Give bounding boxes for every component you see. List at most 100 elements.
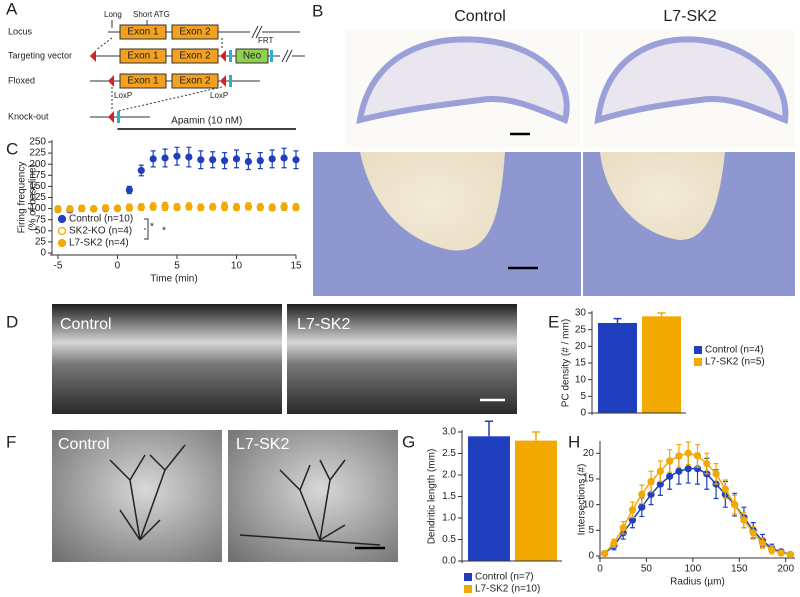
marker bbox=[647, 477, 655, 486]
label: LoxP bbox=[210, 91, 228, 100]
y-tick-label: 175 bbox=[29, 170, 46, 181]
legend-label: Control (n=7) bbox=[475, 572, 534, 583]
bar bbox=[598, 323, 637, 413]
legend-marker bbox=[57, 226, 67, 236]
y-tick-label: 2.5 bbox=[442, 448, 456, 459]
filled-cell-images: Control L7-SK2 bbox=[52, 430, 398, 562]
marker bbox=[113, 205, 122, 213]
legend-label: Control (n=10) bbox=[69, 214, 133, 225]
y-tick-label: 20 bbox=[575, 341, 587, 352]
label: FRT bbox=[258, 36, 274, 45]
y-tick-label: 150 bbox=[29, 181, 46, 192]
marker bbox=[244, 157, 252, 166]
marker bbox=[656, 467, 664, 475]
y-tick-label: 250 bbox=[29, 137, 46, 148]
marker bbox=[149, 155, 157, 163]
y-tick-label: 0.5 bbox=[442, 534, 456, 545]
marker bbox=[78, 205, 86, 213]
marker bbox=[220, 203, 229, 211]
x-axis-label: Radius (µm) bbox=[670, 577, 725, 588]
marker bbox=[185, 153, 193, 161]
y-tick-label: 10 bbox=[575, 374, 587, 385]
marker bbox=[684, 465, 692, 473]
legend-swatch bbox=[464, 585, 472, 593]
x-tick-label: -5 bbox=[53, 261, 62, 272]
label: Short ATG bbox=[133, 10, 170, 19]
y-axis-label: Firing frequency bbox=[17, 162, 28, 234]
panel-label: H bbox=[568, 432, 580, 451]
image-label: Control bbox=[454, 8, 506, 25]
y-tick-label: 30 bbox=[575, 308, 587, 319]
marker bbox=[161, 203, 169, 211]
y-tick-label: 5 bbox=[588, 525, 594, 536]
exon: Exon 2 bbox=[179, 76, 211, 87]
bar bbox=[642, 316, 681, 413]
marker bbox=[758, 539, 767, 547]
marker bbox=[244, 203, 252, 211]
marker bbox=[173, 152, 181, 160]
y-tick-label: 2.0 bbox=[442, 470, 456, 481]
legend-swatch bbox=[694, 358, 702, 366]
marker bbox=[256, 157, 264, 165]
marker bbox=[220, 157, 229, 165]
image-label: Control bbox=[58, 436, 110, 453]
row-label: Knock-out bbox=[8, 111, 49, 121]
marker bbox=[209, 156, 217, 164]
gene-diagram: Locus Targeting vector Floxed Knock-out … bbox=[8, 10, 305, 123]
y-tick-label: 225 bbox=[29, 148, 46, 159]
marker bbox=[197, 204, 205, 212]
marker bbox=[280, 203, 288, 211]
y-tick-label: 25 bbox=[35, 237, 47, 248]
error-bar bbox=[657, 312, 666, 317]
y-tick-label: 15 bbox=[583, 474, 595, 485]
x-axis-label: Time (min) bbox=[150, 274, 197, 285]
legend-label: L7-SK2 (n=5) bbox=[705, 357, 765, 368]
marker bbox=[66, 205, 74, 213]
marker bbox=[777, 549, 785, 557]
legend-label: SK2-KO (n=4) bbox=[69, 226, 132, 237]
exon: Exon 2 bbox=[179, 51, 211, 62]
image-label: L7-SK2 bbox=[663, 8, 716, 25]
marker bbox=[232, 155, 241, 163]
marker bbox=[137, 204, 145, 212]
legend-swatch bbox=[464, 573, 472, 581]
y-tick-label: 0 bbox=[40, 248, 46, 259]
marker bbox=[721, 485, 729, 493]
y-tick-label: 0.0 bbox=[442, 556, 456, 567]
y-tick-label: 0 bbox=[580, 408, 586, 419]
marker bbox=[610, 539, 618, 547]
row-label: Targeting vector bbox=[8, 50, 72, 60]
marker bbox=[684, 449, 692, 457]
marker bbox=[256, 204, 264, 212]
x-tick-label: 0 bbox=[597, 564, 603, 575]
exon: Exon 1 bbox=[127, 76, 159, 87]
marker bbox=[712, 470, 720, 478]
marker bbox=[125, 186, 133, 194]
marker bbox=[675, 467, 683, 475]
marker bbox=[628, 506, 637, 514]
marker bbox=[209, 203, 217, 211]
exon: Exon 1 bbox=[127, 51, 159, 62]
legend-label: Control (n=4) bbox=[705, 345, 764, 356]
marker bbox=[185, 203, 193, 211]
row-label: Floxed bbox=[8, 75, 35, 85]
panel-label: E bbox=[548, 312, 559, 331]
image-label: L7-SK2 bbox=[297, 316, 350, 333]
marker bbox=[280, 154, 288, 162]
x-tick-label: 15 bbox=[290, 261, 302, 272]
marker bbox=[740, 516, 748, 524]
marker bbox=[268, 204, 276, 212]
error-bar bbox=[532, 431, 540, 441]
y-tick-label: 3.0 bbox=[442, 427, 456, 438]
significance: * bbox=[150, 222, 154, 233]
marker bbox=[232, 204, 241, 212]
error-bar bbox=[485, 420, 493, 437]
panel-label: F bbox=[6, 432, 16, 451]
marker bbox=[137, 166, 145, 175]
panel-label: G bbox=[402, 432, 415, 451]
marker bbox=[161, 154, 169, 162]
marker bbox=[703, 459, 711, 468]
marker bbox=[786, 550, 794, 559]
error-bar bbox=[613, 317, 622, 323]
